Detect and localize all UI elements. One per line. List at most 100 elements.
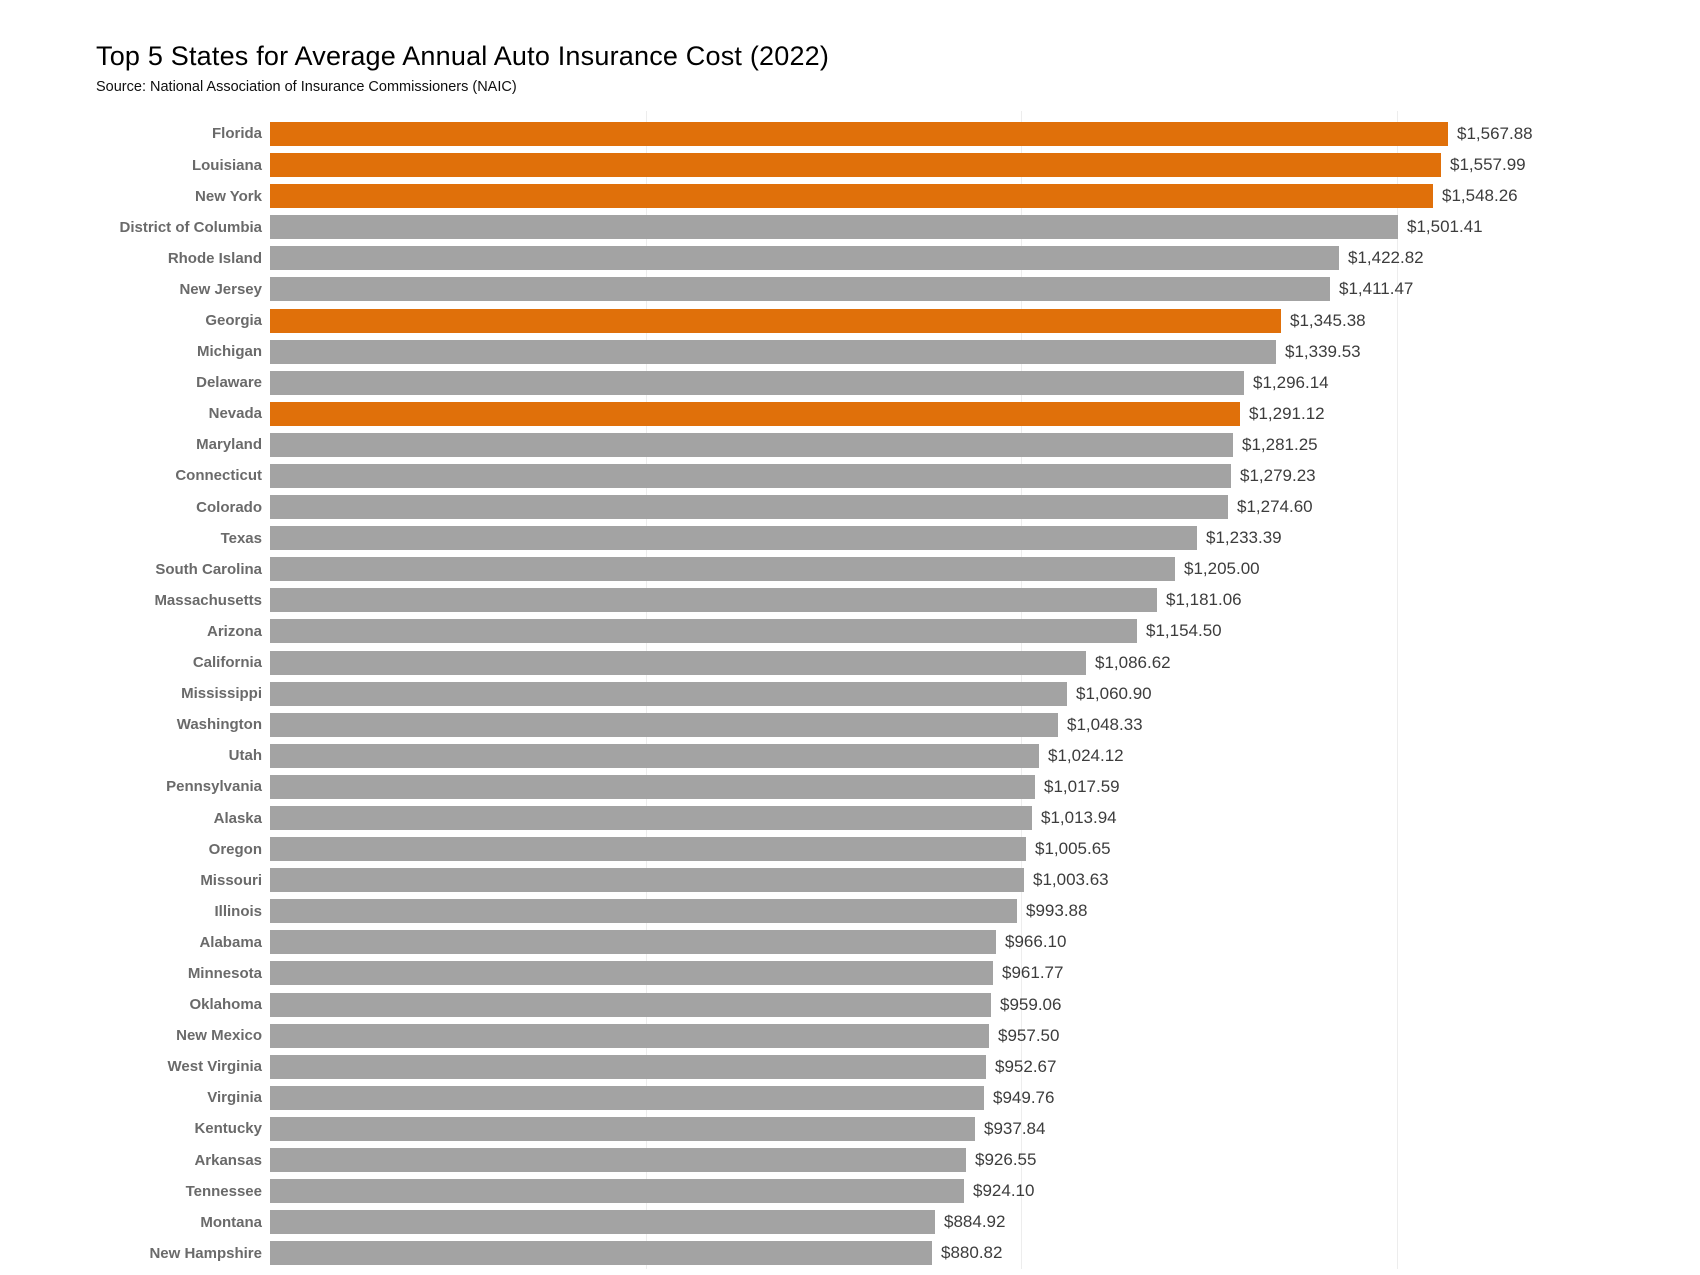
bar-row: Alaska $1,013.94 bbox=[0, 802, 1700, 833]
bar-row: New York $1,548.26 bbox=[0, 181, 1700, 212]
value-label: $1,567.88 bbox=[1457, 123, 1533, 143]
bar-row: Arkansas $926.55 bbox=[0, 1144, 1700, 1175]
state-label: Utah bbox=[228, 747, 262, 765]
bar bbox=[270, 1148, 966, 1173]
bar-row: Connecticut $1,279.23 bbox=[0, 460, 1700, 491]
value-label: $926.55 bbox=[975, 1150, 1037, 1170]
value-label: $1,279.23 bbox=[1240, 465, 1316, 485]
bar-track: $884.92 bbox=[270, 1210, 1700, 1235]
value-label: $1,345.38 bbox=[1290, 310, 1366, 330]
state-label: Virginia bbox=[207, 1089, 262, 1107]
bar-track: $993.88 bbox=[270, 899, 1700, 924]
bar-track: $924.10 bbox=[270, 1179, 1700, 1204]
state-label: Pennsylvania bbox=[166, 778, 262, 796]
bar-row: Alabama $966.10 bbox=[0, 927, 1700, 958]
bar-row: Pennsylvania $1,017.59 bbox=[0, 771, 1700, 802]
bar-track: $1,557.99 bbox=[270, 153, 1700, 178]
bar-row: New Mexico $957.50 bbox=[0, 1020, 1700, 1051]
value-label: $1,003.63 bbox=[1033, 870, 1109, 890]
bar-track: $1,086.62 bbox=[270, 650, 1700, 675]
state-label: Alaska bbox=[213, 809, 262, 827]
bar-row: Louisiana $1,557.99 bbox=[0, 149, 1700, 180]
bar bbox=[270, 215, 1398, 240]
bar bbox=[270, 1179, 964, 1204]
value-label: $966.10 bbox=[1005, 932, 1067, 952]
value-label: $957.50 bbox=[998, 1025, 1060, 1045]
bar-row: Delaware $1,296.14 bbox=[0, 367, 1700, 398]
state-label: West Virginia bbox=[167, 1058, 262, 1076]
state-label: Arkansas bbox=[194, 1151, 262, 1169]
bar bbox=[270, 1023, 989, 1048]
bar-track: $1,005.65 bbox=[270, 837, 1700, 862]
bar bbox=[270, 1210, 935, 1235]
bar-row: Tennessee $924.10 bbox=[0, 1176, 1700, 1207]
bar-track: $1,296.14 bbox=[270, 370, 1700, 395]
value-label: $1,339.53 bbox=[1285, 341, 1361, 361]
value-label: $961.77 bbox=[1002, 963, 1064, 983]
bar-row: District of Columbia $1,501.41 bbox=[0, 212, 1700, 243]
state-label: Delaware bbox=[196, 374, 262, 392]
bar-rows: Florida $1,567.88 Louisiana $1,557.99 New Yo… bbox=[0, 118, 1700, 1268]
value-label: $949.76 bbox=[993, 1087, 1055, 1107]
bar-row: Oregon $1,005.65 bbox=[0, 834, 1700, 865]
bar bbox=[270, 1241, 932, 1266]
bar-row: Utah $1,024.12 bbox=[0, 740, 1700, 771]
value-label: $1,233.39 bbox=[1206, 528, 1282, 548]
value-label: $1,017.59 bbox=[1044, 776, 1120, 796]
state-label: Texas bbox=[220, 529, 262, 547]
value-label: $1,005.65 bbox=[1035, 839, 1111, 859]
value-label: $952.67 bbox=[995, 1056, 1057, 1076]
bar bbox=[270, 370, 1244, 395]
state-label: Tennessee bbox=[185, 1182, 262, 1200]
bar bbox=[270, 806, 1032, 830]
value-label: $1,154.50 bbox=[1146, 621, 1222, 641]
value-label: $884.92 bbox=[944, 1212, 1006, 1232]
bar-row: Mississippi $1,060.90 bbox=[0, 678, 1700, 709]
bar bbox=[270, 401, 1240, 426]
bar bbox=[270, 526, 1197, 551]
bar-track: $1,017.59 bbox=[270, 774, 1700, 799]
state-label: Florida bbox=[211, 125, 262, 143]
bar bbox=[270, 1085, 984, 1110]
bar-track: $1,024.12 bbox=[270, 743, 1700, 768]
value-label: $1,557.99 bbox=[1450, 155, 1526, 175]
state-label: South Carolina bbox=[155, 560, 262, 578]
chart-title: Top 5 States for Average Annual Auto Ins… bbox=[96, 41, 830, 71]
bar bbox=[270, 463, 1231, 488]
bar-track: $926.55 bbox=[270, 1148, 1700, 1173]
bar-track: $1,274.60 bbox=[270, 495, 1700, 520]
value-label: $1,291.12 bbox=[1249, 403, 1325, 423]
bar-track: $1,339.53 bbox=[270, 339, 1700, 364]
bar bbox=[270, 588, 1157, 613]
bar-row: Minnesota $961.77 bbox=[0, 958, 1700, 989]
bar-chart: Florida $1,567.88 Louisiana $1,557.99 New Yo… bbox=[0, 111, 1700, 1270]
bar bbox=[270, 432, 1233, 457]
bar bbox=[270, 712, 1058, 737]
bar-track: $1,281.25 bbox=[270, 432, 1700, 457]
bar-track: $1,422.82 bbox=[270, 246, 1700, 271]
state-label: New Hampshire bbox=[149, 1244, 262, 1262]
bar-row: Montana $884.92 bbox=[0, 1207, 1700, 1238]
value-label: $993.88 bbox=[1026, 901, 1088, 921]
bar-track: $1,411.47 bbox=[270, 277, 1700, 302]
state-label: Alabama bbox=[199, 933, 262, 951]
bar bbox=[270, 184, 1433, 209]
bar bbox=[270, 743, 1039, 768]
bar-track: $1,501.41 bbox=[270, 215, 1700, 240]
value-label: $1,024.12 bbox=[1048, 745, 1124, 765]
bar-track: $1,279.23 bbox=[270, 463, 1700, 488]
value-label: $1,181.06 bbox=[1166, 590, 1242, 610]
bar-row: Arizona $1,154.50 bbox=[0, 616, 1700, 647]
bar bbox=[270, 899, 1017, 924]
bar bbox=[270, 339, 1276, 364]
bar bbox=[270, 1054, 986, 1079]
bar-track: $1,181.06 bbox=[270, 588, 1700, 613]
bar-track: $952.67 bbox=[270, 1054, 1700, 1079]
bar-track: $1,345.38 bbox=[270, 308, 1700, 333]
state-label: Colorado bbox=[196, 498, 262, 516]
bar bbox=[270, 121, 1448, 146]
bar-track: $1,060.90 bbox=[270, 681, 1700, 706]
state-label: Oklahoma bbox=[189, 996, 262, 1014]
bar bbox=[270, 495, 1228, 520]
value-label: $937.84 bbox=[984, 1118, 1046, 1138]
